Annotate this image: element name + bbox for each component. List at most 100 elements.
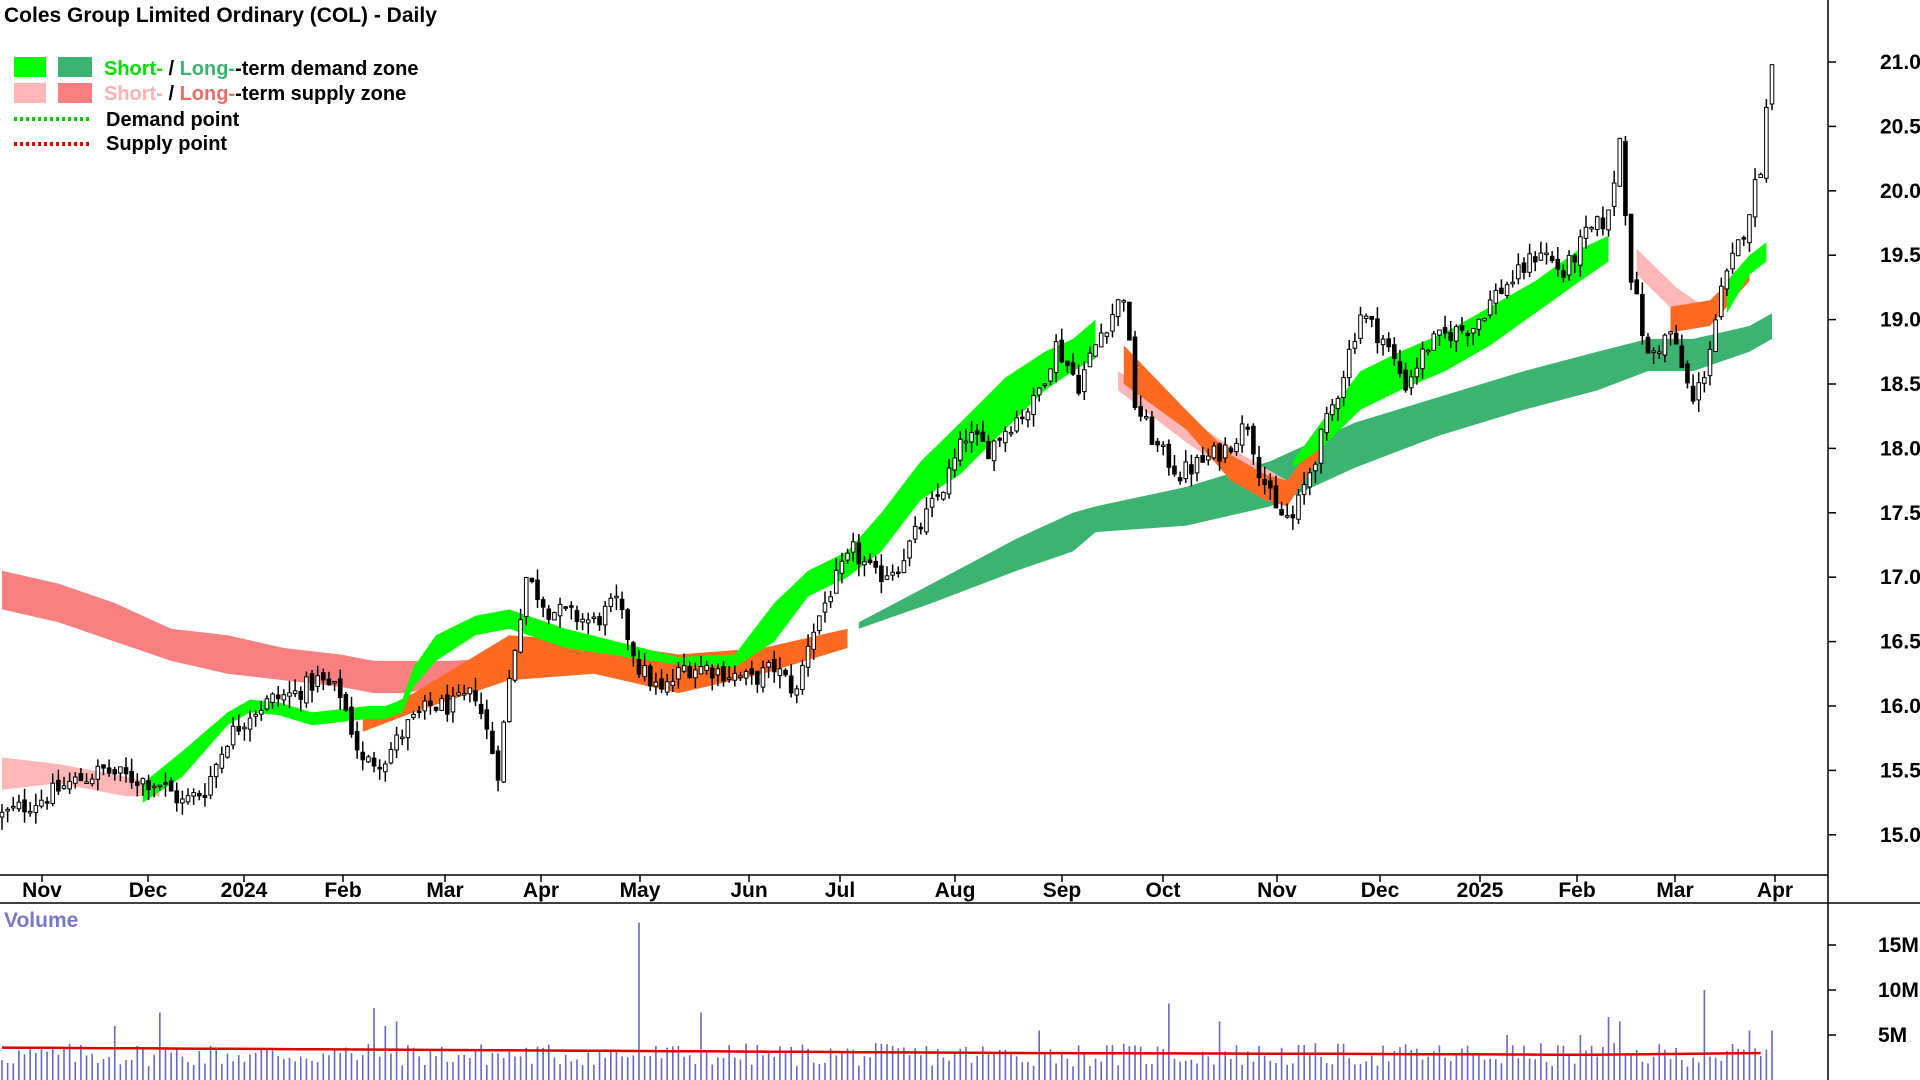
- x-tick-label: Mar: [426, 879, 463, 902]
- y-tick-label: 20.5: [1880, 115, 1920, 138]
- y-tick-label: 21.0: [1880, 51, 1920, 74]
- candle-body: [862, 561, 867, 566]
- legend-swatch-short-demand: [14, 57, 46, 77]
- candle-body: [1702, 377, 1707, 384]
- candlesticks: [0, 64, 1775, 830]
- candle-body: [1538, 252, 1544, 261]
- x-tick-label: Feb: [324, 879, 361, 902]
- candle-body: [1008, 431, 1014, 435]
- candle-body: [800, 664, 805, 690]
- y-axis-ticks: 15.0 15.5 16.0 16.5 17.0 17.5 18.0 18.5 19.0 19.5…: [1828, 51, 1920, 847]
- candle-body: [394, 734, 399, 751]
- candle-body: [1747, 214, 1752, 244]
- candle-body: [67, 780, 72, 790]
- candle-body: [450, 695, 456, 713]
- candle-body: [1397, 361, 1403, 374]
- candle-body: [366, 756, 371, 763]
- candle-body: [1696, 382, 1702, 401]
- candle-body: [828, 596, 833, 603]
- candle-body: [1465, 332, 1470, 337]
- candle-body: [1245, 426, 1251, 430]
- candle-body: [1177, 477, 1183, 482]
- candle-body: [123, 767, 129, 775]
- zone-transition-3: [1670, 261, 1750, 333]
- candle-body: [275, 694, 281, 700]
- candle-body: [0, 811, 5, 818]
- short-term-demand-zone-0: [142, 319, 1096, 803]
- candle-body: [461, 692, 467, 696]
- candle-body: [766, 662, 771, 668]
- candle-body: [112, 769, 118, 775]
- candle-body: [698, 666, 704, 675]
- candle-body: [1313, 463, 1318, 472]
- candle-body: [873, 560, 879, 568]
- candle-body: [101, 764, 106, 769]
- candle-body: [1104, 332, 1110, 337]
- candle-body: [236, 725, 242, 732]
- candle-body: [693, 669, 698, 679]
- candle-body: [1735, 239, 1741, 257]
- candle-body: [1707, 348, 1713, 377]
- candle-body: [258, 709, 264, 715]
- candle-body: [918, 526, 924, 530]
- candle-body: [399, 736, 405, 740]
- candle-body: [84, 781, 89, 785]
- legend-swatch-long-supply: [58, 83, 92, 103]
- candle-body: [78, 773, 84, 782]
- candle-body: [1651, 350, 1656, 353]
- candle-body: [146, 780, 151, 791]
- candle-body: [1459, 325, 1465, 331]
- candle-body: [388, 748, 394, 764]
- candle-body: [1330, 404, 1335, 416]
- candle-body: [1166, 443, 1172, 468]
- candle-body: [523, 577, 529, 617]
- candle-body: [95, 765, 101, 780]
- candle-body: [1527, 253, 1532, 273]
- zone-bands: [2, 235, 1772, 803]
- candle-body: [1656, 351, 1662, 354]
- candle-body: [1143, 416, 1149, 419]
- candle-body: [924, 508, 929, 533]
- candle-body: [1392, 344, 1397, 359]
- candle-body: [1324, 413, 1329, 433]
- candle-body: [969, 432, 974, 443]
- candle-body: [1222, 444, 1228, 459]
- candle-body: [27, 810, 33, 814]
- legend-demand-zone: Short- / Long--term demand zone: [104, 58, 418, 80]
- candle-body: [1420, 348, 1425, 370]
- x-tick-label: Jul: [825, 879, 855, 902]
- candle-body: [1262, 479, 1267, 485]
- candle-body: [957, 438, 963, 461]
- candle-body: [1414, 367, 1420, 378]
- volume-y-ticks: 15M 10M 5M: [1828, 934, 1919, 1047]
- y-tick-label: 17.0: [1880, 566, 1920, 589]
- candle-body: [974, 430, 980, 435]
- candle-body: [490, 730, 495, 755]
- candle-body: [1014, 417, 1019, 432]
- candle-body: [1211, 445, 1217, 459]
- candle-body: [495, 750, 501, 781]
- candle-body: [281, 694, 287, 701]
- candle-body: [1081, 369, 1087, 393]
- x-tick-label: Apr: [1757, 879, 1793, 902]
- candle-body: [1578, 236, 1583, 266]
- short-term-supply-zone-2: [1636, 248, 1705, 320]
- candle-body: [608, 597, 614, 607]
- candle-body: [580, 618, 585, 623]
- candle-body: [1521, 262, 1527, 273]
- candle-body: [1036, 387, 1042, 396]
- candle-body: [602, 605, 608, 626]
- candle-body: [743, 670, 749, 679]
- candle-body: [1284, 515, 1290, 518]
- y-tick-label: 19.5: [1880, 244, 1920, 267]
- candle-body: [22, 799, 27, 813]
- candle-body: [749, 668, 755, 675]
- candle-body: [439, 698, 444, 711]
- x-tick-label: Jun: [730, 879, 767, 902]
- candle-body: [33, 805, 39, 813]
- candle-body: [986, 441, 991, 460]
- candle-body: [354, 730, 360, 751]
- candle-body: [1183, 461, 1189, 480]
- candle-body: [738, 675, 743, 678]
- candle-body: [377, 766, 382, 770]
